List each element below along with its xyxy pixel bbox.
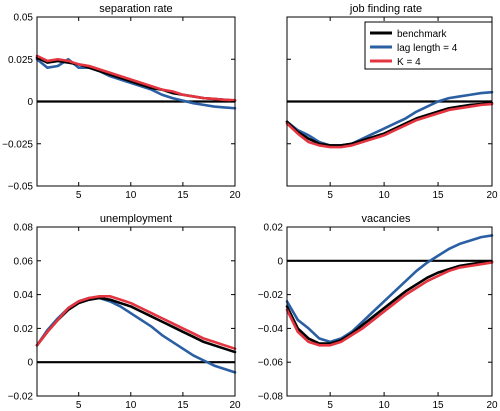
y-tick-label: −0.02 — [258, 290, 284, 301]
x-tick-label: 5 — [76, 190, 82, 201]
series-line-k — [285, 261, 494, 347]
panel-title: job finding rate — [349, 3, 422, 15]
series-line-benchmark — [285, 260, 494, 345]
x-tick-label: 20 — [486, 190, 498, 201]
y-tick-label: 0.025 — [8, 55, 33, 66]
panel-title: vacancies — [362, 213, 411, 225]
x-tick-label: 5 — [76, 400, 82, 411]
axes-frame — [286, 226, 493, 397]
x-tick-label: 10 — [125, 400, 137, 411]
y-tick-label: −0.02 — [8, 392, 34, 403]
legend-label-k: K = 4 — [397, 57, 421, 68]
x-tick-label: 20 — [229, 190, 241, 201]
axes-frame — [36, 226, 236, 397]
y-tick-label: 0 — [27, 358, 33, 369]
series-lines — [35, 54, 237, 110]
x-tick-label: 15 — [432, 400, 444, 411]
series-lines — [35, 294, 237, 374]
y-tick-label: 0.02 — [264, 223, 284, 234]
x-tick-label: 5 — [327, 400, 333, 411]
x-tick-label: 15 — [432, 190, 444, 201]
series-lines — [285, 90, 494, 149]
y-tick-label: 0.08 — [14, 223, 34, 234]
x-tick-label: 10 — [125, 190, 137, 201]
axis-ticks: 5 10 15 20 −0.05 −0.025 0 0.025 0.05 — [2, 13, 241, 202]
series-line-lag — [285, 90, 494, 147]
axis-ticks: 5 10 15 20 — [287, 16, 498, 201]
panel-title: unemployment — [100, 213, 172, 225]
series-lines — [285, 234, 494, 347]
x-tick-label: 15 — [177, 190, 189, 201]
y-tick-label: 0.04 — [14, 290, 34, 301]
x-tick-label: 5 — [327, 190, 333, 201]
legend-label-benchmark: benchmark — [397, 29, 447, 40]
legend: benchmark lag length = 4 K = 4 — [364, 21, 493, 70]
x-tick-label: 10 — [379, 400, 391, 411]
series-line-k — [285, 102, 494, 149]
y-tick-label: 0.02 — [14, 324, 34, 335]
series-line-benchmark — [285, 101, 494, 147]
x-tick-label: 15 — [177, 400, 189, 411]
legend-label-lag: lag length = 4 — [397, 43, 458, 54]
y-tick-label: −0.04 — [258, 324, 284, 335]
series-line-benchmark — [35, 296, 237, 354]
panel-title: separation rate — [99, 3, 172, 15]
y-tick-label: 0 — [27, 97, 33, 108]
y-tick-label: −0.05 — [8, 182, 34, 193]
y-tick-label: 0.05 — [14, 13, 34, 24]
series-line-k — [35, 294, 237, 350]
axis-ticks: 5 10 15 20 −0.02 0 0.02 0.04 0.06 0.08 — [8, 223, 241, 411]
series-line-lag — [285, 234, 494, 344]
panel-separation-rate: separation rate 5 10 15 20 −0.05 −0.025 0 0.025… — [2, 3, 241, 201]
x-tick-label: 20 — [229, 400, 241, 411]
y-tick-label: 0 — [277, 256, 283, 267]
panel-vacancies: vacancies 5 10 15 20 −0.08 −0.06 −0.04 −0.02 0 0.… — [258, 213, 498, 411]
y-tick-label: −0.08 — [258, 392, 284, 403]
panel-job-finding-rate: job finding rate 5 10 15 20 benchmark lag l… — [285, 3, 498, 201]
x-tick-label: 20 — [486, 400, 498, 411]
series-line-k — [35, 54, 237, 102]
y-tick-label: 0.06 — [14, 256, 34, 267]
y-tick-label: −0.06 — [258, 358, 284, 369]
axis-ticks: 5 10 15 20 −0.08 −0.06 −0.04 −0.02 0 0.02 — [258, 223, 498, 411]
y-tick-label: −0.025 — [2, 139, 33, 150]
x-tick-label: 10 — [379, 190, 391, 201]
panel-unemployment: unemployment 5 10 15 20 −0.02 0 0.02 0.04 0.06 0.… — [8, 213, 241, 411]
